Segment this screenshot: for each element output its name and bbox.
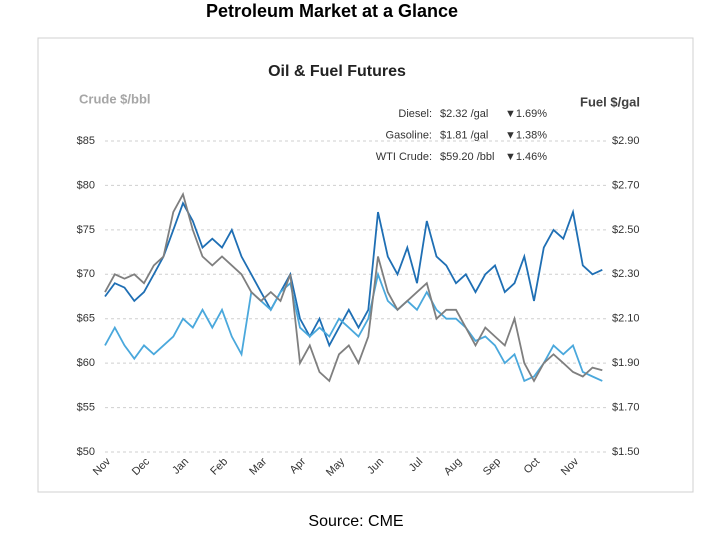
series-line [104, 271, 603, 383]
y2-tick-label: $2.10 [612, 313, 640, 325]
y-tick-label: $50 [77, 446, 95, 458]
y-axis-label: Crude $/bbl [79, 91, 151, 106]
legend-label: WTI Crude: [376, 151, 432, 163]
legend-price: $59.20 /bbl [440, 151, 494, 163]
y2-tick-label: $1.50 [612, 446, 640, 458]
source-note: Source: CME [308, 513, 403, 530]
legend-change: ▼1.38% [505, 129, 547, 141]
legend-price: $1.81 /gal [440, 129, 488, 141]
y2-tick-label: $1.70 [612, 401, 640, 413]
legend-label: Gasoline: [386, 129, 432, 141]
y2-tick-label: $2.70 [612, 179, 640, 191]
y-tick-label: $55 [77, 401, 95, 413]
y-tick-label: $70 [77, 268, 95, 280]
y-tick-label: $85 [77, 135, 95, 147]
y-tick-label: $75 [77, 224, 95, 236]
y2-tick-label: $2.30 [612, 268, 640, 280]
chart-title: Oil & Fuel Futures [268, 63, 406, 80]
y2-tick-label: $2.90 [612, 135, 640, 147]
y-tick-label: $65 [77, 313, 95, 325]
y-tick-label: $80 [77, 179, 95, 191]
legend-price: $2.32 /gal [440, 108, 488, 120]
legend-change: ▼1.69% [505, 108, 547, 120]
y2-tick-label: $2.50 [612, 224, 640, 236]
y2-tick-label: $1.90 [612, 357, 640, 369]
legend-label: Diesel: [398, 108, 432, 120]
legend-change: ▼1.46% [505, 151, 547, 163]
series-line [104, 191, 603, 383]
chart-frame [37, 37, 694, 493]
y2-axis-label: Fuel $/gal [580, 94, 640, 109]
page-title: Petroleum Market at a Glance [206, 1, 458, 21]
y-tick-label: $60 [77, 357, 95, 369]
